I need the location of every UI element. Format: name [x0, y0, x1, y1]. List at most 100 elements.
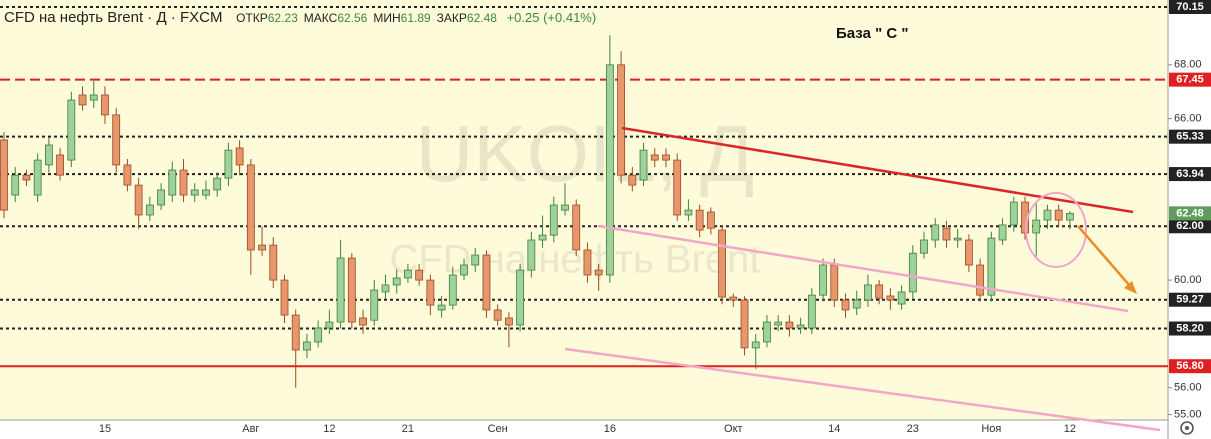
candle-body — [662, 154, 670, 161]
candle-body — [998, 224, 1007, 241]
watermark: UKOIL, Д — [416, 109, 755, 198]
candle-body — [504, 317, 513, 326]
candle-body — [920, 239, 928, 254]
settings-icon[interactable] — [1180, 421, 1194, 435]
x-tick-label: 16 — [604, 423, 616, 435]
candle-body — [359, 317, 367, 326]
candle-body — [448, 274, 457, 306]
x-tick-label: 14 — [828, 423, 840, 435]
x-tick-label: 15 — [99, 423, 111, 435]
candle-body — [78, 94, 87, 106]
ohlc-item: ОТКР62.23 — [236, 11, 298, 25]
current-price-label: 62.48 — [1176, 207, 1204, 219]
candle-body — [190, 189, 199, 196]
ohlc-label: МИН — [373, 11, 401, 25]
candle-body — [280, 279, 289, 316]
candle-body — [101, 94, 109, 116]
level-label: 65.33 — [1176, 131, 1204, 143]
level-label-box — [1169, 359, 1211, 374]
candle-body — [830, 264, 839, 301]
candle-body — [314, 327, 323, 343]
trend-line — [621, 126, 1134, 214]
candle-body — [976, 264, 985, 296]
candle-body — [572, 204, 581, 251]
candle-body — [56, 154, 64, 176]
candle-body — [157, 189, 165, 206]
candle-body — [471, 254, 480, 266]
candle-body — [561, 204, 569, 211]
y-tick-label: 55.00 — [1174, 409, 1202, 421]
candle-body — [706, 211, 715, 229]
candle-body — [594, 269, 603, 276]
candle-body — [1032, 219, 1041, 234]
candle-body — [650, 154, 659, 161]
candle-body — [628, 174, 637, 186]
candle-body — [0, 139, 8, 211]
candle-body — [426, 279, 435, 306]
level-label-box — [1169, 292, 1211, 307]
candle-body — [718, 229, 726, 298]
candle-body — [246, 164, 255, 251]
candle-body — [235, 147, 244, 166]
ohlc-value: 62.48 — [466, 11, 497, 25]
settings-gear[interactable] — [1180, 421, 1194, 435]
x-tick-label: Окт — [724, 423, 743, 435]
candle-body — [864, 284, 872, 301]
candle-body — [751, 341, 760, 349]
y-tick-label: 68.00 — [1174, 59, 1202, 71]
candle-body — [460, 264, 468, 276]
y-tick-label: 60.00 — [1174, 274, 1202, 286]
candle-body — [695, 209, 704, 231]
candle-body — [763, 321, 771, 343]
candle-body — [841, 299, 850, 311]
level-label: 56.80 — [1176, 360, 1204, 372]
x-tick-label: 12 — [323, 423, 335, 435]
x-tick-label: Сен — [488, 423, 508, 435]
x-tick-label: Авг — [242, 423, 259, 435]
settings-gear-center[interactable] — [1185, 426, 1189, 430]
candle-body — [852, 299, 861, 309]
candle-body — [673, 159, 682, 216]
candle-body — [527, 239, 536, 271]
forecast-arrow-head — [1124, 281, 1137, 294]
price-change: +0.25 (+0.41%) — [506, 10, 597, 25]
candle-body — [886, 295, 895, 301]
candle-body — [33, 159, 42, 196]
candle-body — [134, 184, 143, 216]
ohlc-item: МИН61.89 — [373, 11, 430, 25]
symbol-title: CFD на нефть Brent · Д · FXCM — [4, 9, 223, 26]
x-tick-label: Ноя — [981, 423, 1001, 435]
level-label-box — [1169, 72, 1211, 87]
level-label: 62.00 — [1176, 220, 1204, 232]
candle-body — [605, 64, 614, 276]
candle-body — [370, 289, 379, 321]
candle-body — [774, 321, 783, 326]
forecast-arrow — [1077, 225, 1131, 287]
level-label-box — [1169, 219, 1211, 234]
candle-body — [179, 169, 188, 196]
candle-body — [740, 299, 749, 349]
candle-body — [549, 204, 558, 236]
ohlc-values: ОТКР62.23 МАКС62.56 МИН61.89 ЗАКР62.48 — [236, 10, 503, 25]
candle-body — [819, 264, 827, 296]
candle-body — [1009, 201, 1018, 226]
candle-body — [908, 252, 917, 293]
current-price-box — [1169, 206, 1211, 221]
candle-body — [89, 94, 98, 101]
candle-body — [1066, 212, 1074, 221]
channel-line — [564, 347, 1161, 432]
candle-body — [145, 204, 154, 216]
level-label: 58.20 — [1176, 322, 1204, 334]
level-label-box — [1169, 129, 1211, 144]
candle-body — [875, 284, 884, 299]
candle-body — [437, 304, 446, 311]
candle-body — [493, 309, 502, 321]
candle-body — [942, 227, 951, 241]
candle-body — [213, 177, 222, 191]
candle-body — [482, 254, 491, 311]
candle-body — [538, 234, 547, 241]
highlight-ellipse — [1025, 192, 1087, 268]
level-label-box — [1169, 321, 1211, 336]
